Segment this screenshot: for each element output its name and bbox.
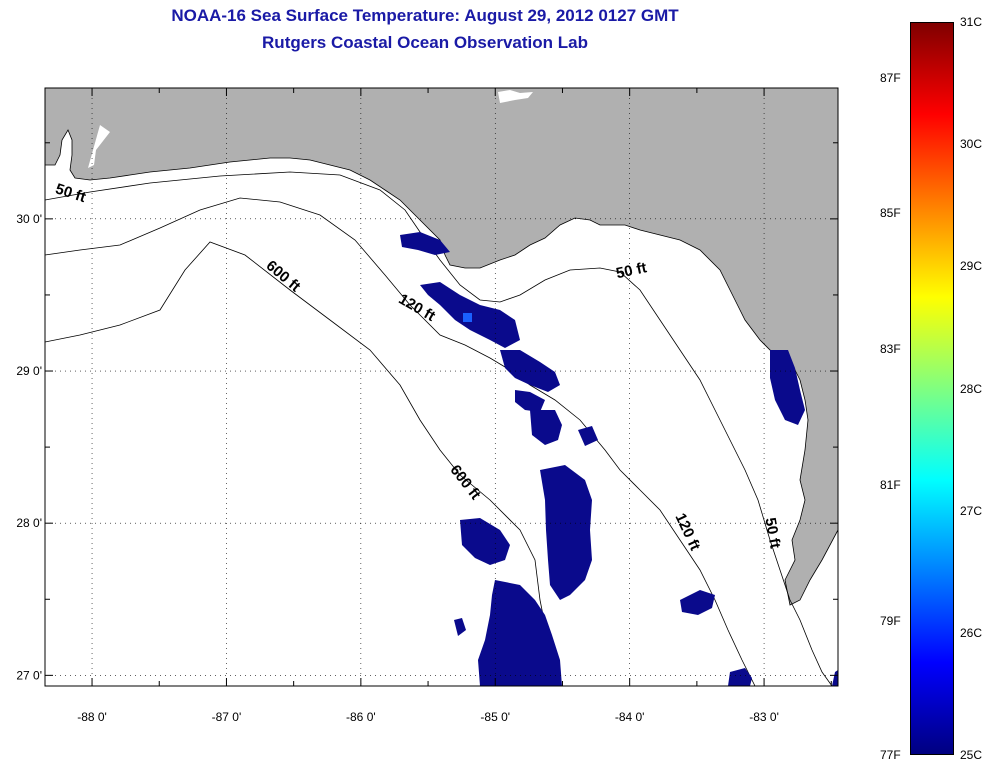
colorbar-celsius-label: 27C <box>960 503 983 518</box>
lon-tick-label: -83 0' <box>749 710 779 724</box>
lat-tick-label: 29 0' <box>16 364 42 378</box>
colorbar-fahrenheit-label: 87F <box>880 71 901 85</box>
colorbar-celsius-label: 29C <box>960 259 983 274</box>
colorbar-fahrenheit-label: 81F <box>880 478 901 492</box>
lat-tick-label: 28 0' <box>16 516 42 530</box>
lat-tick-label: 27 0' <box>16 668 42 682</box>
temperature-colorbar <box>910 22 954 755</box>
lon-tick-label: -84 0' <box>615 710 645 724</box>
colorbar-celsius-label: 28C <box>960 381 983 396</box>
colorbar-fahrenheit-label: 85F <box>880 206 901 220</box>
map-title: NOAA-16 Sea Surface Temperature: August … <box>171 6 679 25</box>
lake <box>498 90 533 103</box>
colorbar-fahrenheit-label: 77F <box>880 748 901 762</box>
colorbar-fahrenheit-label: 83F <box>880 342 901 356</box>
lat-tick-label: 30 0' <box>16 212 42 226</box>
colorbar-celsius-label: 31C <box>960 15 983 29</box>
land-mass <box>45 88 838 606</box>
colorbar-fahrenheit-label: 79F <box>880 614 901 628</box>
lon-tick-label: -85 0' <box>480 710 510 724</box>
lon-tick-label: -88 0' <box>77 710 107 724</box>
contour-label: 50 ft <box>615 259 649 282</box>
axis-ticks: -88 0' -87 0' -86 0' -85 0' -84 0' -83 0' 30 0… <box>16 88 838 724</box>
contour-600ft <box>45 241 556 686</box>
colorbar-celsius-label: 26C <box>960 625 983 640</box>
map-subtitle: Rutgers Coastal Ocean Observation Lab <box>262 33 588 52</box>
gridlines <box>45 88 838 686</box>
contour-label: 50 ft <box>761 516 783 549</box>
warm-pixel <box>463 313 472 322</box>
bay-inlet <box>88 125 110 168</box>
contour-50ft-west <box>45 171 833 686</box>
contour-120ft <box>45 197 756 686</box>
colorbar-celsius-label: 25C <box>960 748 983 762</box>
lon-tick-label: -87 0' <box>212 710 242 724</box>
colorbar-celsius-label: 30C <box>960 137 983 152</box>
lon-tick-label: -86 0' <box>346 710 376 724</box>
plot-frame <box>44 87 839 687</box>
